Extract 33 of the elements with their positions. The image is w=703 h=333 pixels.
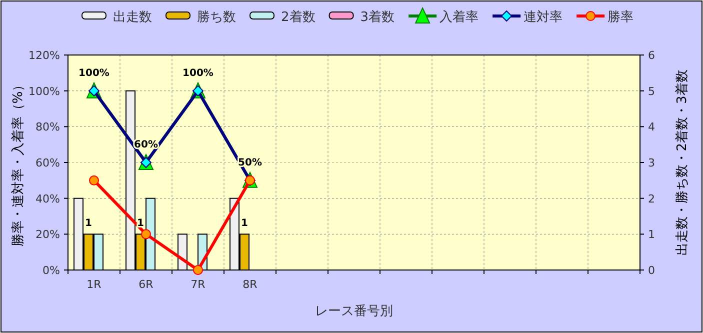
y-tick-label: 100% bbox=[28, 84, 60, 98]
y-tick-label: 20% bbox=[36, 228, 60, 242]
legend-label: 連対率 bbox=[524, 9, 563, 25]
x-axis-title: レース番号別 bbox=[315, 304, 393, 319]
y2-tick-label: 6 bbox=[648, 49, 655, 62]
data-label: 100% bbox=[78, 68, 110, 79]
legend-label: 出走数 bbox=[113, 10, 152, 25]
data-label: 1 bbox=[137, 218, 144, 230]
y2-tick-label: 5 bbox=[648, 84, 655, 98]
legend-label: 勝ち数 bbox=[197, 10, 236, 25]
data-label: 1 bbox=[241, 218, 248, 230]
legend-label: 2着数 bbox=[281, 9, 316, 25]
y-tick-label: 80% bbox=[36, 120, 60, 134]
y2-tick-label: 3 bbox=[648, 156, 655, 170]
y-axis-title: 勝率・連対率・入着率（%） bbox=[10, 78, 26, 247]
data-label: 1 bbox=[85, 218, 92, 230]
y-tick-label: 120% bbox=[28, 49, 60, 62]
y-tick-label: 40% bbox=[36, 192, 60, 206]
legend-label: 入着率 bbox=[440, 9, 479, 25]
y2-tick-label: 4 bbox=[648, 120, 655, 134]
x-tick-label: 8R bbox=[242, 278, 258, 291]
y2-tick-label: 1 bbox=[648, 228, 655, 242]
y-tick-label: 0% bbox=[42, 264, 60, 277]
data-label: 100% bbox=[182, 68, 214, 79]
y2-tick-label: 2 bbox=[648, 192, 655, 206]
legend-label: 勝率 bbox=[608, 9, 634, 25]
y2-axis-title: 出走数・勝ち数・2着数・3着数 bbox=[674, 70, 690, 256]
x-tick-label: 1R bbox=[86, 278, 102, 291]
legend-label: 3着数 bbox=[360, 9, 395, 25]
y-tick-label: 60% bbox=[36, 156, 60, 170]
y2-tick-label: 0 bbox=[648, 264, 655, 277]
x-tick-label: 7R bbox=[190, 278, 206, 291]
x-tick-label: 6R bbox=[138, 278, 154, 291]
